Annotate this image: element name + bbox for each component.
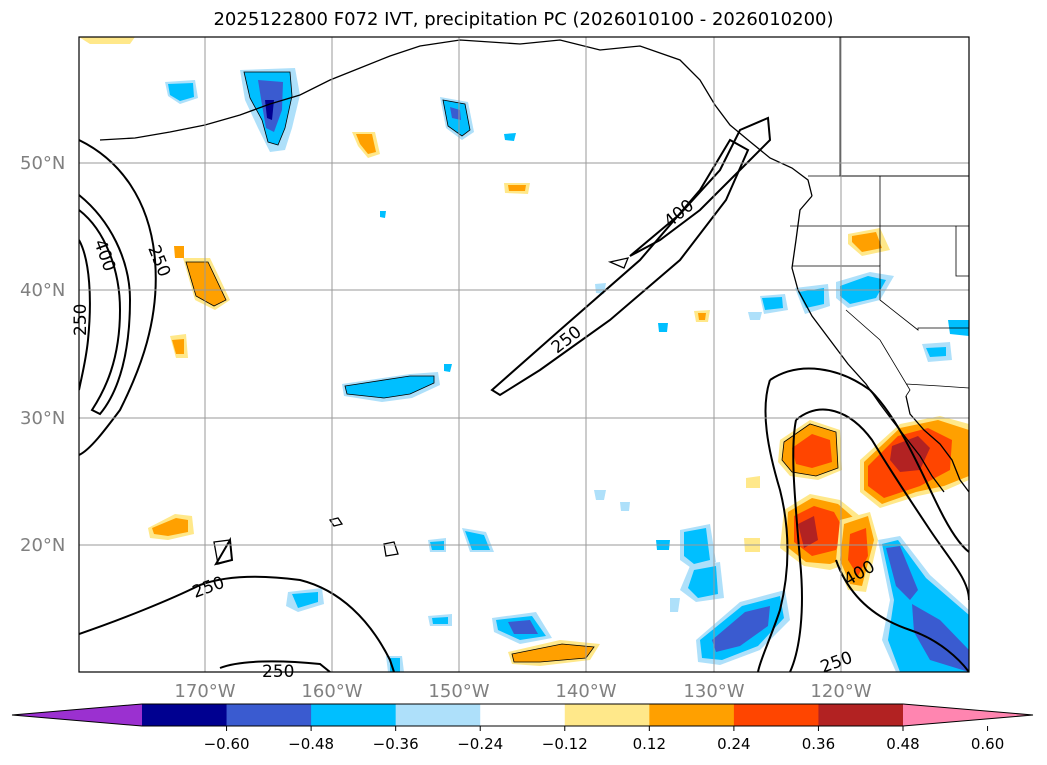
lon-label-160w: 160°W <box>301 681 362 702</box>
colorbar-segment <box>649 704 735 726</box>
political-borders <box>790 37 969 397</box>
gridlines <box>79 37 969 672</box>
ivt-contours <box>79 116 969 672</box>
longitude-labels: 170°W 160°W 150°W 140°W 130°W 120°W <box>174 681 871 702</box>
lon-label-140w: 140°W <box>555 681 616 702</box>
colorbar-label: 0.48 <box>886 735 919 753</box>
colorbar-segment <box>564 704 650 726</box>
contour-label: 250 <box>71 304 91 336</box>
lat-label-20: 20°N <box>20 535 65 556</box>
colorbar-label: 0.12 <box>633 735 666 753</box>
precip-patch <box>79 37 135 44</box>
colorbar-extend-max <box>903 704 1033 726</box>
colorbar: −0.60 −0.48 −0.36 −0.24 −0.12 0.12 0.24 0.36 0.4… <box>11 703 1034 753</box>
colorbar-label: −0.36 <box>373 735 419 753</box>
colorbar-outline <box>11 703 1034 727</box>
colorbar-label: −0.48 <box>288 735 334 753</box>
lat-label-30: 30°N <box>20 408 65 429</box>
colorbar-segment <box>818 704 904 726</box>
colorbar-label: −0.60 <box>204 735 250 753</box>
colorbar-label: 0.24 <box>717 735 750 753</box>
colorbar-segment <box>311 704 397 726</box>
colorbar-segment <box>226 704 312 726</box>
colorbar-segment <box>395 704 481 726</box>
colorbar-extend-min <box>12 704 142 726</box>
lon-label-150w: 150°W <box>428 681 489 702</box>
lat-label-50: 50°N <box>20 153 65 174</box>
lon-label-120w: 120°W <box>810 681 871 702</box>
latitude-labels: 50°N 40°N 30°N 20°N <box>20 153 65 556</box>
colorbar-label: 0.36 <box>802 735 835 753</box>
lon-label-130w: 130°W <box>683 681 744 702</box>
colorbar-segment <box>480 704 566 726</box>
map-title: 2025122800 F072 IVT, precipitation PC (2… <box>213 9 834 30</box>
colorbar-segment <box>142 704 228 726</box>
colorbar-label: −0.24 <box>457 735 503 753</box>
colorbar-label: 0.60 <box>971 735 1004 753</box>
coastlines <box>99 39 969 565</box>
lon-label-170w: 170°W <box>174 681 235 702</box>
lat-label-40: 40°N <box>20 280 65 301</box>
map-frame <box>78 36 970 673</box>
colorbar-label: −0.12 <box>542 735 588 753</box>
colorbar-segment <box>733 704 819 726</box>
